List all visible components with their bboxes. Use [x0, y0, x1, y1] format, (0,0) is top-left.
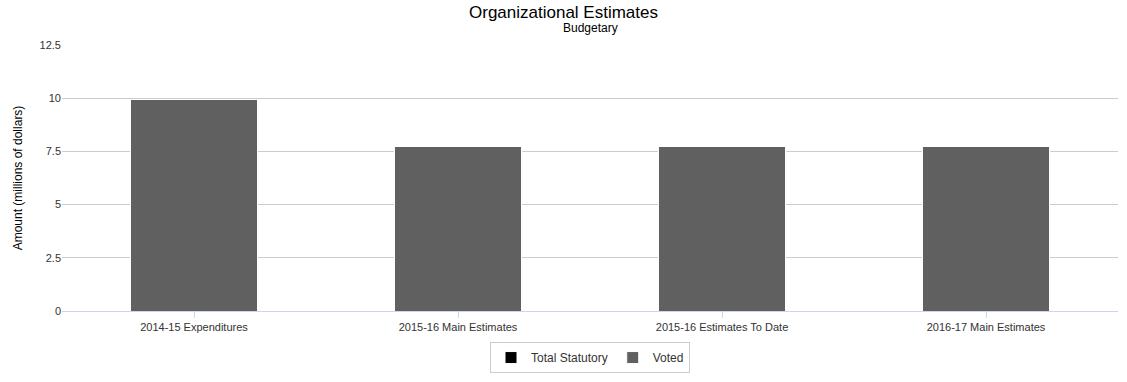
- svg-text:5: 5: [55, 198, 61, 210]
- svg-text:7.5: 7.5: [46, 145, 61, 157]
- svg-text:10: 10: [49, 92, 61, 104]
- svg-text:Organizational Estimates: Organizational Estimates: [469, 3, 658, 22]
- svg-text:2015-16 Estimates To Date: 2015-16 Estimates To Date: [656, 321, 788, 333]
- svg-text:2014-15 Expenditures: 2014-15 Expenditures: [140, 321, 248, 333]
- svg-text:Amount (millions of dollars): Amount (millions of dollars): [11, 106, 25, 251]
- svg-text:2016-17 Main Estimates: 2016-17 Main Estimates: [927, 321, 1046, 333]
- svg-text:Voted: Voted: [653, 351, 684, 365]
- svg-text:Total Statutory: Total Statutory: [531, 351, 608, 365]
- svg-text:Budgetary: Budgetary: [563, 21, 618, 35]
- svg-text:0: 0: [55, 305, 61, 317]
- svg-text:2015-16 Main Estimates: 2015-16 Main Estimates: [399, 321, 518, 333]
- svg-text:12.5: 12.5: [40, 39, 61, 51]
- svg-text:2.5: 2.5: [46, 252, 61, 264]
